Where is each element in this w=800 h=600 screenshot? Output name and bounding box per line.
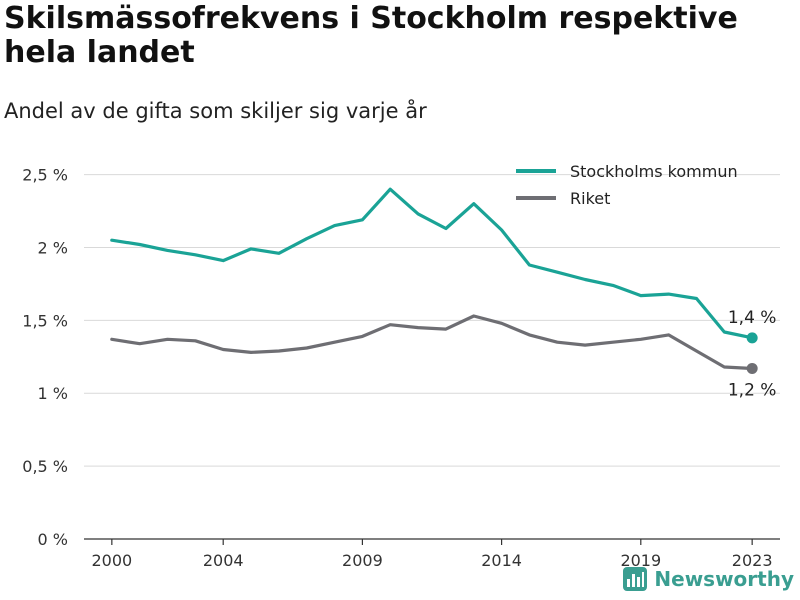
y-tick-label: 2,5 % bbox=[22, 166, 68, 185]
x-tick-label: 2014 bbox=[481, 551, 522, 570]
x-tick-label: 2000 bbox=[91, 551, 132, 570]
end-value-label-1: 1,2 % bbox=[728, 380, 777, 400]
y-tick-label: 0,5 % bbox=[22, 457, 68, 476]
end-labels: 1,4 % 1,2 % bbox=[728, 308, 777, 401]
grid-lines bbox=[84, 174, 780, 540]
y-axis: 0 % 0,5 % 1 % 1,5 % 2 % 2,5 % bbox=[22, 166, 68, 549]
brand-name: Newsworthy bbox=[654, 567, 794, 591]
newsworthy-logo: Newsworthy bbox=[622, 566, 794, 592]
legend: Stockholms kommun Riket bbox=[516, 162, 738, 208]
y-tick-label: 0 % bbox=[38, 530, 68, 549]
chart-title: Skilsmässofrekvens i Stockholm respektiv… bbox=[4, 1, 738, 70]
x-tick-label: 2019 bbox=[620, 551, 661, 570]
x-tick-label: 2009 bbox=[342, 551, 383, 570]
series-line-0 bbox=[110, 187, 754, 340]
bar-chart-logo-icon bbox=[623, 567, 648, 591]
y-tick-label: 1,5 % bbox=[22, 311, 68, 330]
end-point-1 bbox=[746, 362, 758, 374]
series-lines bbox=[110, 187, 758, 374]
legend-label: Riket bbox=[570, 189, 610, 208]
y-tick-label: 1 % bbox=[38, 384, 68, 403]
y-tick-label: 2 % bbox=[38, 238, 68, 257]
x-axis: 2000 2004 2009 2014 2019 2023 bbox=[91, 539, 773, 570]
series-line-1 bbox=[110, 314, 754, 371]
end-value-label-0: 1,4 % bbox=[728, 308, 777, 328]
x-tick-label: 2004 bbox=[203, 551, 244, 570]
legend-label: Stockholms kommun bbox=[570, 162, 738, 181]
chart-subtitle: Andel av de gifta som skiljer sig varje … bbox=[4, 99, 427, 123]
end-point-0 bbox=[746, 332, 758, 344]
x-tick-label: 2023 bbox=[732, 551, 773, 570]
